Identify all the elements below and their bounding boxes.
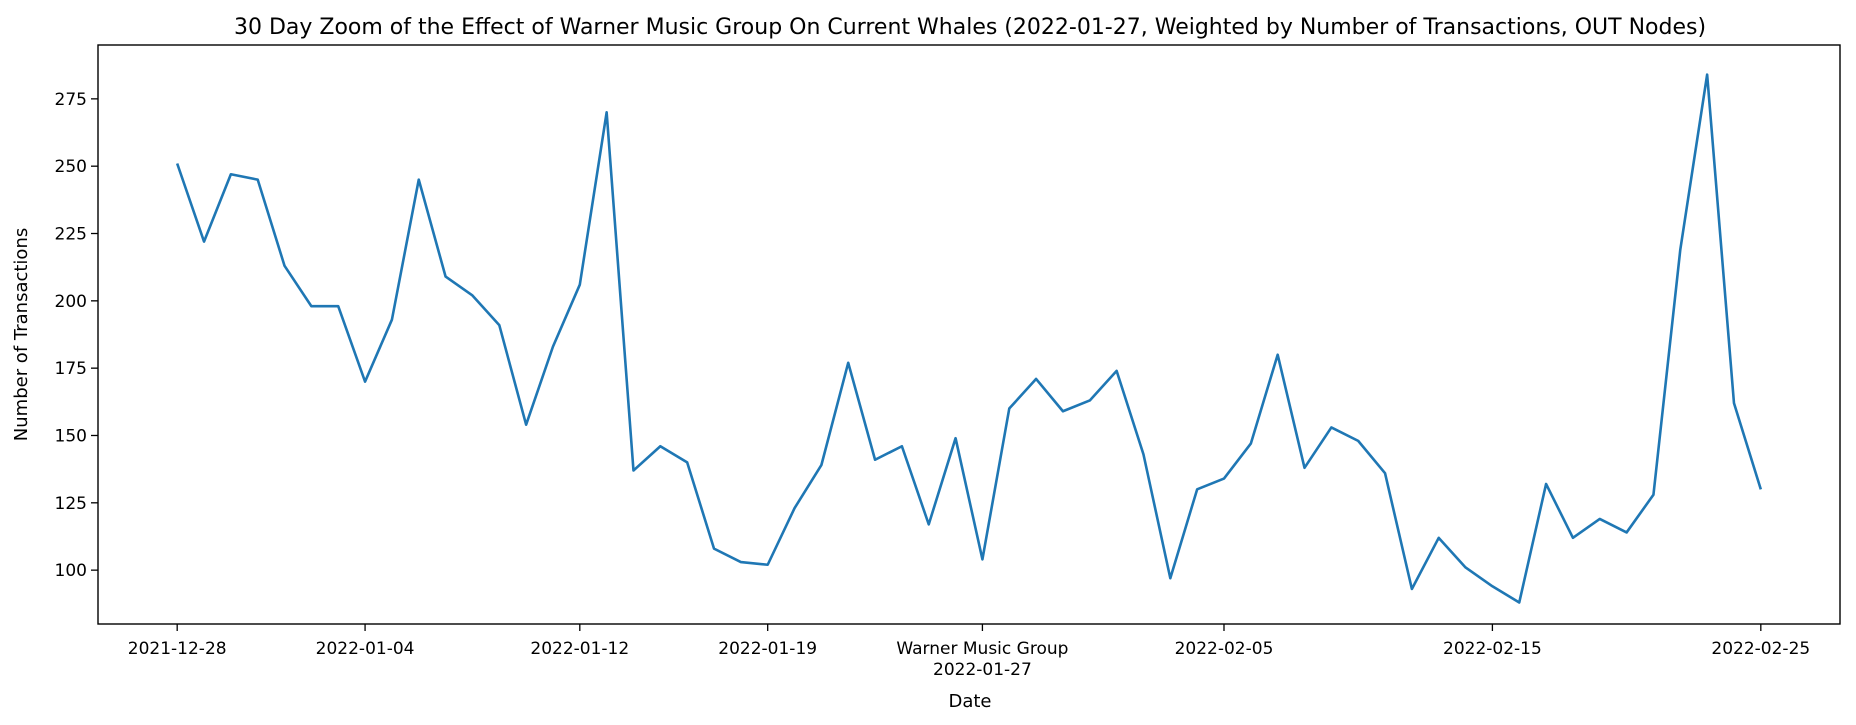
x-tick-label: Warner Music Group 2022-01-27 <box>896 639 1068 680</box>
y-axis-label: Number of Transactions <box>11 228 32 441</box>
y-tick-label: 150 <box>55 426 87 446</box>
chart-title: 30 Day Zoom of the Effect of Warner Musi… <box>234 15 1706 40</box>
x-tick-label: 2022-01-12 <box>530 639 629 659</box>
plot-area: 100 125 150 175 200 225 250 275 2021-12-28 2022-0… <box>55 44 1841 680</box>
y-tick-label: 250 <box>55 157 87 177</box>
y-tick-label: 175 <box>55 359 87 379</box>
y-tick-label: 275 <box>55 90 87 110</box>
plot-frame <box>97 44 1841 625</box>
x-axis-label: Date <box>948 691 991 712</box>
y-tick-label: 225 <box>55 225 87 245</box>
x-tick-label: 2022-01-19 <box>718 639 817 659</box>
x-tick-label: 2021-12-28 <box>128 639 227 659</box>
x-tick-label: 2022-01-04 <box>316 639 415 659</box>
y-tick-label: 125 <box>55 494 87 514</box>
y-tick-label: 100 <box>55 561 87 581</box>
series-line <box>175 73 1763 604</box>
x-tick-label: 2022-02-25 <box>1711 639 1810 659</box>
x-tick-label: 2022-02-05 <box>1175 639 1274 659</box>
x-tick-label: 2022-02-15 <box>1443 639 1542 659</box>
y-tick-label: 200 <box>55 292 87 312</box>
